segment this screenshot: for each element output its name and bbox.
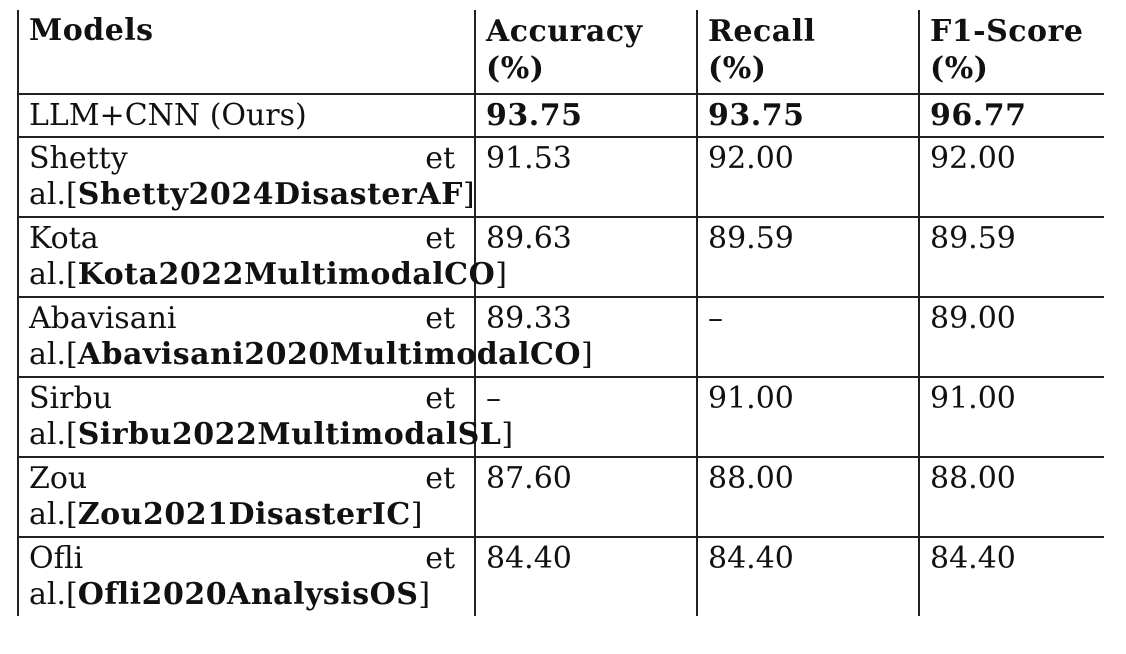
results-table: Models Accuracy (%) Recall (%) F1-Score (%)… [17,10,1104,616]
author-name: Zou [29,461,88,496]
et-text: et [425,541,455,576]
cell-model: Abavisani et al.[Abavisani2020MultimodalC… [17,297,593,377]
cell-f1: 92.00 [918,137,1104,217]
header-f1-score: F1-Score (%) [918,10,1104,94]
author-name: Sirbu [29,381,113,416]
citation-key: Abavisani2020MultimodalCO [77,337,582,372]
et-text: et [425,381,455,416]
header-accuracy-line1: Accuracy [486,14,643,49]
cell-model: Kota et al.[Kota2022MultimodalCO] [17,217,507,297]
table-row: Shetty et al.[Shetty2024DisasterAF] 91.53… [17,137,1104,217]
cell-f1: 89.00 [918,297,1104,377]
et-text: et [425,221,455,256]
cell-model-ours: LLM+CNN (Ours) [17,94,475,137]
header-row: Models Accuracy (%) Recall (%) F1-Score (%) [17,10,1104,94]
citation-close: ] [581,337,593,372]
citation-close: ] [495,257,507,292]
table-row: Kota et al.[Kota2022MultimodalCO] 89.63 8… [17,217,1104,297]
citation-close: ] [410,497,423,532]
citation-key: Sirbu2022MultimodalSL [77,417,502,452]
citation-close: ] [418,577,431,612]
et-text: et [425,301,455,336]
cell-accuracy-ours: 93.75 [474,94,697,137]
cell-accuracy: 84.40 [474,537,697,616]
al-prefix: al.[ [29,337,78,372]
citation-key: Shetty2024DisasterAF [77,177,463,212]
cell-f1: 91.00 [918,377,1104,457]
al-prefix: al.[ [29,257,78,292]
cell-recall: 91.00 [696,377,919,457]
cell-f1-ours: 96.77 [918,94,1104,137]
table-row: Zou et al.[Zou2021DisasterIC] 87.60 88.00… [17,457,1104,537]
header-recall-line2: (%) [708,51,767,86]
al-prefix: al.[ [29,497,78,532]
et-text: et [425,461,455,496]
citation-close: ] [462,177,475,212]
cell-accuracy: 89.33 [474,297,697,377]
cell-model: Shetty et al.[Shetty2024DisasterAF] [17,137,475,217]
cell-recall: 88.00 [696,457,919,537]
cell-accuracy: 89.63 [474,217,697,297]
cell-recall: – [696,297,919,377]
header-recall-line1: Recall [708,14,816,49]
cell-accuracy: 91.53 [474,137,697,217]
al-prefix: al.[ [29,177,78,212]
cell-model: Zou et al.[Zou2021DisasterIC] [17,457,475,537]
header-models: Models [17,10,475,94]
header-f1-line2: (%) [930,51,989,86]
cell-model: Sirbu et al.[Sirbu2022MultimodalSL] [17,377,513,457]
cell-recall-ours: 93.75 [696,94,919,137]
cell-recall: 84.40 [696,537,919,616]
al-prefix: al.[ [29,577,78,612]
author-name: Ofli [29,541,84,576]
citation-key: Zou2021DisasterIC [77,497,411,532]
header-accuracy: Accuracy (%) [474,10,697,94]
cell-f1: 88.00 [918,457,1104,537]
cell-f1: 89.59 [918,217,1104,297]
cell-recall: 89.59 [696,217,919,297]
citation-close: ] [501,417,514,452]
citation-key: Kota2022MultimodalCO [77,257,496,292]
author-name: Shetty [29,141,128,176]
cell-f1: 84.40 [918,537,1104,616]
cell-model: Ofli et al.[Ofli2020AnalysisOS] [17,537,475,616]
cell-accuracy: – [474,377,697,457]
table-row: Sirbu et al.[Sirbu2022MultimodalSL] – 91.… [17,377,1104,457]
author-name: Abavisani [29,301,177,336]
author-name: Kota [29,221,99,256]
et-text: et [425,141,455,176]
citation-key: Ofli2020AnalysisOS [77,577,419,612]
header-recall: Recall (%) [696,10,919,94]
header-accuracy-line2: (%) [486,51,545,86]
table-row: Abavisani et al.[Abavisani2020MultimodalC… [17,297,1104,377]
al-prefix: al.[ [29,417,78,452]
header-f1-line1: F1-Score [930,14,1084,49]
cell-recall: 92.00 [696,137,919,217]
table-row-ours: LLM+CNN (Ours) 93.75 93.75 96.77 [17,94,1104,137]
cell-accuracy: 87.60 [474,457,697,537]
table-row: Ofli et al.[Ofli2020AnalysisOS] 84.40 84.… [17,537,1104,616]
